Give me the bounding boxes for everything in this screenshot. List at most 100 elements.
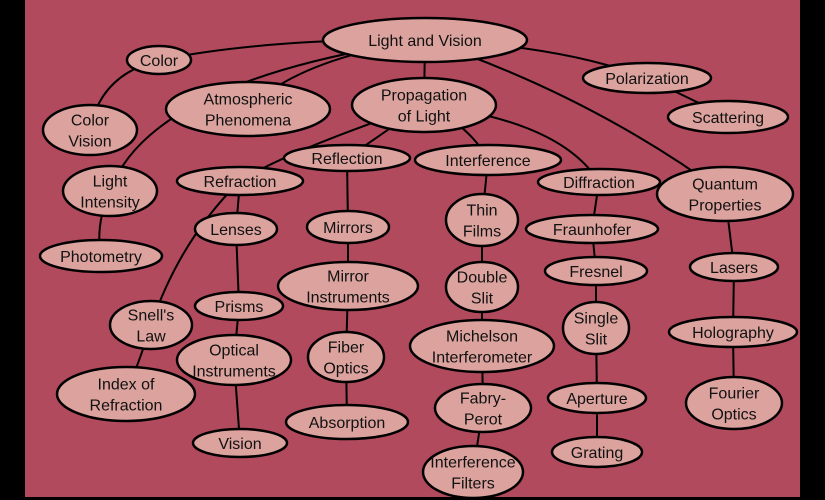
node-interference-filters: Interference Filters xyxy=(421,444,525,500)
node-snells-law: Snell's Law xyxy=(108,299,194,351)
node-label-lenses: Lenses xyxy=(210,222,262,239)
node-optical-instruments: Optical Instruments xyxy=(175,333,293,387)
node-label-optical-instruments-line-2: Instruments xyxy=(192,364,276,381)
node-label-michelson-interferometer-line-1: Michelson xyxy=(446,329,518,346)
node-ellipse-scattering xyxy=(666,99,790,135)
node-thin-films: Thin Films xyxy=(444,192,520,248)
node-label-photometry: Photometry xyxy=(60,249,142,266)
node-label-interference-filters-line-1: Interference xyxy=(430,455,515,472)
node-color-vision: Color Vision xyxy=(41,103,139,157)
node-ellipse-refraction xyxy=(175,165,305,197)
node-fiber-optics: Fiber Optics xyxy=(306,330,386,384)
node-label-light-intensity-line-1: Light xyxy=(93,174,128,191)
node-ellipse-thin-films xyxy=(444,192,520,248)
node-label-propagation-of-light-line-1: Propagation xyxy=(381,88,467,105)
node-label-atmospheric-phenomena-line-1: Atmospheric xyxy=(204,92,293,109)
node-polarization: Polarization xyxy=(581,61,713,95)
node-fabry-perot: Fabry- Perot xyxy=(433,382,533,434)
node-vision: Vision xyxy=(191,427,289,459)
node-ellipse-double-slit xyxy=(444,260,520,314)
node-label-interference: Interference xyxy=(445,153,530,170)
node-ellipse-fabry-perot xyxy=(433,382,533,434)
node-label-interference-filters-line-2: Filters xyxy=(451,476,495,493)
node-label-prisms: Prisms xyxy=(215,299,264,316)
node-ellipse-mirrors xyxy=(305,209,391,245)
node-ellipse-prisms xyxy=(193,290,285,322)
node-light-intensity: Light Intensity xyxy=(61,164,159,218)
node-ellipse-snells-law xyxy=(108,299,194,351)
node-label-holography: Holography xyxy=(692,325,774,342)
node-label-double-slit-line-2: Slit xyxy=(471,291,494,308)
node-label-atmospheric-phenomena-line-2: Phenomena xyxy=(205,113,291,130)
node-label-snells-law-line-1: Snell's xyxy=(128,308,175,325)
node-ellipse-index-of-refraction xyxy=(55,365,197,423)
node-atmospheric-phenomena: Atmospheric Phenomena xyxy=(164,80,332,138)
node-ellipse-interference xyxy=(413,143,563,177)
node-michelson-interferometer: Michelson Interferometer xyxy=(408,318,556,374)
node-label-aperture: Aperture xyxy=(566,391,627,408)
node-label-fresnel: Fresnel xyxy=(569,264,622,281)
node-color: Color xyxy=(125,44,193,76)
node-aperture: Aperture xyxy=(546,381,648,415)
node-ellipse-color-vision xyxy=(41,103,139,157)
nodes-layer: Light and Vision Color Polarization Scatter… xyxy=(38,16,799,500)
node-label-color-vision-line-1: Color xyxy=(71,113,110,130)
node-single-slit: Single Slit xyxy=(561,300,631,356)
node-ellipse-fourier-optics xyxy=(684,375,784,431)
node-label-fiber-optics-line-1: Fiber xyxy=(328,340,365,357)
node-label-single-slit-line-2: Slit xyxy=(585,332,608,349)
node-ellipse-fraunhofer xyxy=(524,213,660,245)
node-refraction: Refraction xyxy=(175,165,305,197)
node-ellipse-light-and-vision xyxy=(321,16,529,64)
node-label-fabry-perot-line-1: Fabry- xyxy=(460,391,506,408)
node-label-single-slit-line-1: Single xyxy=(574,311,619,328)
node-label-michelson-interferometer-line-2: Interferometer xyxy=(432,350,533,367)
node-label-mirrors: Mirrors xyxy=(323,220,373,237)
node-label-vision: Vision xyxy=(218,436,261,453)
node-label-mirror-instruments-line-2: Instruments xyxy=(306,290,390,307)
node-ellipse-michelson-interferometer xyxy=(408,318,556,374)
node-ellipse-lasers xyxy=(688,251,780,283)
node-propagation-of-light: Propagation of Light xyxy=(350,76,498,134)
node-label-color: Color xyxy=(140,53,179,70)
node-index-of-refraction: Index of Refraction xyxy=(55,365,197,423)
node-label-thin-films-line-1: Thin xyxy=(466,203,497,220)
node-ellipse-interference-filters xyxy=(421,444,525,500)
node-ellipse-color xyxy=(125,44,193,76)
node-ellipse-fiber-optics xyxy=(306,330,386,384)
node-ellipse-polarization xyxy=(581,61,713,95)
node-ellipse-fresnel xyxy=(543,255,649,287)
node-ellipse-aperture xyxy=(546,381,648,415)
node-label-thin-films-line-2: Films xyxy=(463,224,501,241)
node-ellipse-grating xyxy=(550,435,644,469)
node-ellipse-light-intensity xyxy=(61,164,159,218)
node-diffraction: Diffraction xyxy=(536,167,662,197)
node-label-light-and-vision: Light and Vision xyxy=(368,33,482,50)
node-label-lasers: Lasers xyxy=(710,260,758,277)
node-ellipse-single-slit xyxy=(561,300,631,356)
node-ellipse-lenses xyxy=(193,211,279,247)
node-ellipse-absorption xyxy=(284,403,410,441)
node-ellipse-mirror-instruments xyxy=(276,260,420,312)
node-label-optical-instruments-line-1: Optical xyxy=(209,343,259,360)
node-fraunhofer: Fraunhofer xyxy=(524,213,660,245)
node-holography: Holography xyxy=(667,315,799,349)
node-fourier-optics: Fourier Optics xyxy=(684,375,784,431)
node-label-propagation-of-light-line-2: of Light xyxy=(398,109,451,126)
node-label-fiber-optics-line-2: Optics xyxy=(323,361,368,378)
node-label-fourier-optics-line-2: Optics xyxy=(711,407,756,424)
node-ellipse-holography xyxy=(667,315,799,349)
node-quantum-properties: Quantum Properties xyxy=(655,165,795,223)
node-label-color-vision-line-2: Vision xyxy=(68,134,111,151)
node-reflection: Reflection xyxy=(282,143,412,173)
node-label-light-intensity-line-2: Intensity xyxy=(80,195,140,212)
node-mirrors: Mirrors xyxy=(305,209,391,245)
node-double-slit: Double Slit xyxy=(444,260,520,314)
node-ellipse-optical-instruments xyxy=(175,333,293,387)
node-label-absorption: Absorption xyxy=(309,415,386,432)
node-lenses: Lenses xyxy=(193,211,279,247)
node-label-quantum-properties-line-2: Properties xyxy=(689,198,762,215)
node-label-diffraction: Diffraction xyxy=(563,175,635,192)
node-ellipse-vision xyxy=(191,427,289,459)
